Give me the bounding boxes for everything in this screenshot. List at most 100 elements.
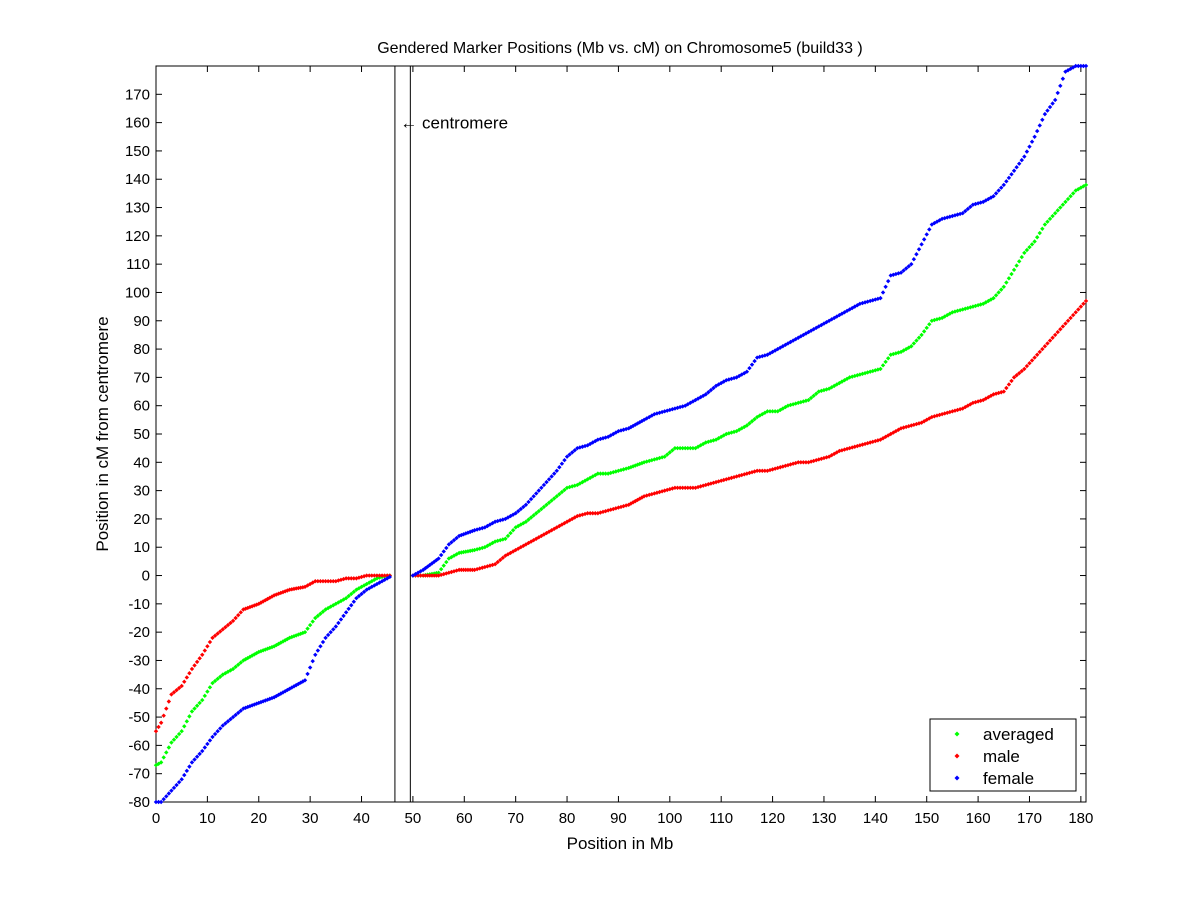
- point-male: [459, 567, 464, 573]
- point-averaged: [880, 363, 886, 368]
- point-averaged: [218, 674, 223, 679]
- point-female: [492, 519, 498, 524]
- point-female: [1037, 123, 1042, 128]
- point-male: [194, 659, 200, 665]
- point-averaged: [320, 609, 326, 614]
- point-averaged: [372, 577, 377, 582]
- point-averaged: [749, 419, 755, 424]
- point-averaged: [554, 494, 559, 499]
- point-female: [960, 211, 965, 216]
- point-averaged: [1070, 191, 1076, 196]
- point-male: [819, 456, 824, 461]
- point-female: [744, 369, 750, 374]
- point-male: [734, 474, 739, 479]
- point-male: [298, 585, 303, 590]
- point-male: [945, 410, 950, 415]
- point-averaged: [837, 380, 842, 386]
- point-male: [1027, 361, 1032, 366]
- y-tick-label: 120: [125, 228, 150, 245]
- centromere-band: ← centromere: [394, 66, 508, 802]
- point-male: [1073, 310, 1078, 315]
- point-averaged: [212, 678, 218, 684]
- point-male: [999, 390, 1004, 395]
- point-averaged: [164, 750, 169, 755]
- point-female: [847, 307, 852, 312]
- point-averaged: [744, 423, 750, 428]
- point-averaged: [1052, 211, 1058, 216]
- point-male: [957, 407, 963, 412]
- point-male: [158, 720, 164, 725]
- point-male: [254, 602, 259, 607]
- point-female: [569, 450, 575, 455]
- point-male: [965, 403, 971, 408]
- point-male: [621, 503, 626, 509]
- point-female: [359, 591, 364, 597]
- point-male: [197, 656, 202, 661]
- point-female: [1076, 63, 1081, 69]
- point-female: [354, 595, 359, 601]
- point-female: [927, 227, 932, 232]
- point-female: [806, 329, 811, 335]
- point-male: [996, 390, 1001, 396]
- point-averaged: [179, 729, 184, 734]
- x-tick-label: 30: [302, 810, 319, 827]
- point-female: [341, 613, 346, 619]
- point-averaged: [641, 460, 647, 465]
- point-averaged: [328, 604, 333, 609]
- point-female: [754, 355, 760, 360]
- point-female: [513, 511, 518, 516]
- point-averaged: [161, 755, 166, 760]
- point-averaged: [770, 409, 775, 414]
- point-averaged: [349, 591, 354, 597]
- y-tick-label: 40: [133, 454, 150, 471]
- point-female: [937, 218, 942, 223]
- point-female: [685, 402, 690, 407]
- point-averaged: [819, 388, 824, 394]
- point-averaged: [639, 460, 645, 466]
- point-male: [593, 511, 598, 516]
- point-female: [775, 346, 780, 352]
- point-female: [914, 252, 919, 257]
- point-female: [233, 712, 238, 718]
- point-averaged: [513, 525, 518, 530]
- point-male: [690, 485, 696, 490]
- point-averaged: [957, 307, 963, 313]
- point-male: [552, 526, 557, 532]
- point-female: [963, 208, 968, 214]
- point-female: [921, 237, 927, 242]
- point-male: [986, 395, 991, 400]
- point-averaged: [734, 428, 739, 434]
- point-male: [230, 618, 236, 624]
- point-female: [541, 482, 547, 488]
- point-female: [1042, 111, 1048, 117]
- point-male: [346, 576, 351, 581]
- point-female: [988, 195, 994, 200]
- point-female: [539, 485, 544, 490]
- point-male: [1024, 363, 1030, 369]
- point-averaged: [559, 489, 565, 495]
- point-averaged: [675, 445, 680, 451]
- x-tick-label: 130: [811, 810, 836, 827]
- point-female: [1083, 63, 1089, 69]
- point-averaged: [438, 566, 444, 572]
- point-female: [158, 799, 164, 805]
- point-male: [857, 443, 863, 448]
- point-averaged: [1004, 280, 1009, 285]
- point-female: [1050, 101, 1055, 106]
- point-male: [463, 567, 468, 573]
- point-male: [706, 482, 711, 487]
- point-female: [567, 452, 572, 457]
- point-female: [1060, 76, 1066, 81]
- point-male: [613, 506, 619, 511]
- legend-marker-male: [954, 753, 960, 759]
- y-tick-label: -30: [128, 652, 150, 669]
- point-male: [505, 552, 511, 557]
- point-male: [981, 397, 986, 403]
- y-tick-label: 140: [125, 171, 150, 188]
- point-averaged: [834, 382, 840, 387]
- point-female: [1045, 108, 1050, 113]
- point-male: [420, 573, 426, 578]
- point-averaged: [667, 450, 673, 455]
- point-averaged: [975, 303, 981, 308]
- point-female: [444, 545, 449, 551]
